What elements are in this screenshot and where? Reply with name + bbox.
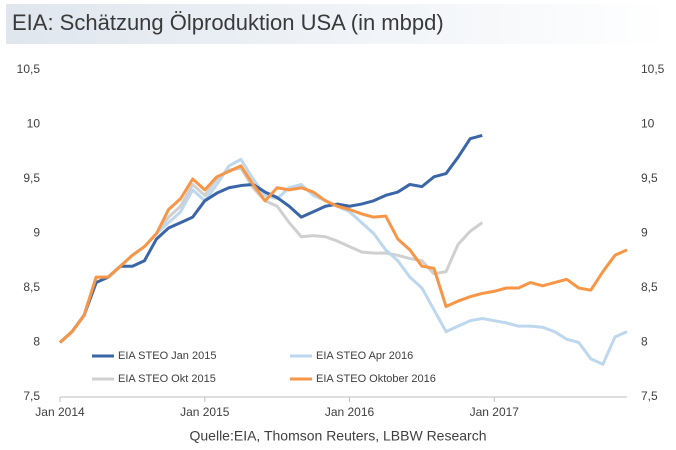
chart-title: EIA: Schätzung Ölproduktion USA (in mbpd… (12, 10, 444, 35)
y-tick-label: 8,5 (23, 280, 40, 294)
series-line (58, 164, 628, 344)
x-tick-label: Jan 2016 (325, 405, 375, 419)
legend-label: EIA STEO Jan 2015 (118, 350, 216, 362)
y2-tick-label: 8,5 (641, 280, 658, 294)
legend-label: EIA STEO Okt 2015 (118, 373, 216, 385)
y-tick-label: 7,5 (23, 389, 40, 403)
y2-tick-label: 8 (641, 335, 648, 349)
y2-tick-label: 10 (641, 117, 655, 131)
x-tick-label: Jan 2015 (180, 405, 230, 419)
y-tick-label: 10 (27, 117, 41, 131)
legend-label: EIA STEO Oktober 2016 (316, 373, 436, 385)
y-tick-label: 8 (33, 335, 40, 349)
source: Quelle:EIA, Thomson Reuters, LBBW Resear… (190, 428, 487, 444)
legend-label: EIA STEO Apr 2016 (316, 350, 413, 362)
y2-tick-label: 7,5 (641, 389, 658, 403)
y2-tick-label: 10,5 (641, 62, 665, 76)
y-tick-label: 10,5 (17, 62, 41, 76)
y-tick-label: 9,5 (23, 171, 40, 185)
x-tick-label: Jan 2014 (35, 405, 85, 419)
y-tick-label: 9 (33, 226, 40, 240)
title-bar (6, 4, 670, 44)
y2-tick-label: 9 (641, 226, 648, 240)
series-line (58, 133, 483, 344)
y2-tick-label: 9,5 (641, 171, 658, 185)
x-tick-label: Jan 2017 (470, 405, 520, 419)
